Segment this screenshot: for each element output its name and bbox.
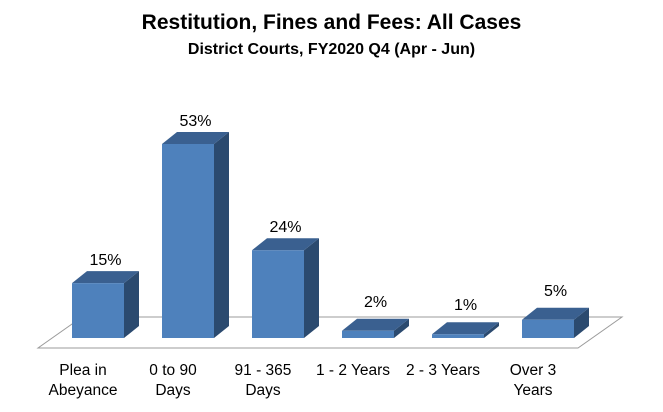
bar-top-face bbox=[162, 132, 229, 144]
category-label-line: Abeyance bbox=[48, 382, 118, 399]
bar-front-face bbox=[342, 330, 394, 338]
category-label-line: Days bbox=[155, 382, 191, 399]
category-label: Plea in Abeyance bbox=[36, 361, 130, 401]
category-label-line: Plea in bbox=[59, 362, 107, 379]
bar-side-face bbox=[574, 307, 589, 338]
bar-front-face bbox=[522, 319, 574, 338]
bar-top-face bbox=[342, 318, 409, 331]
bar-top-face bbox=[432, 322, 499, 335]
value-label: 24% bbox=[269, 219, 302, 237]
chart-subtitle: District Courts, FY2020 Q4 (Apr - Jun) bbox=[187, 41, 476, 58]
bar-side-face bbox=[484, 322, 499, 338]
bar-front-face bbox=[162, 144, 214, 338]
bar-side-face bbox=[304, 238, 319, 338]
category-label: 91 - 365 Days bbox=[216, 361, 310, 401]
category-label-line: 1 - 2 Years bbox=[315, 362, 391, 379]
category-label: Over 3 Years bbox=[486, 361, 580, 401]
chart-title: Restitution, Fines and Fees: All Cases bbox=[141, 11, 522, 34]
value-label: 15% bbox=[89, 252, 122, 270]
bar-top-face bbox=[522, 307, 589, 320]
bar-front-face bbox=[432, 334, 484, 338]
category-label-line: Days bbox=[245, 382, 281, 399]
value-label: 1% bbox=[453, 297, 478, 315]
bar-front-face bbox=[72, 283, 124, 338]
bar-top-face bbox=[72, 271, 139, 284]
bar-side-face bbox=[124, 271, 139, 338]
value-label: 2% bbox=[363, 293, 388, 311]
value-label: 5% bbox=[543, 282, 568, 300]
category-label-line: Over 3 bbox=[509, 362, 557, 379]
bar-front-face bbox=[252, 250, 304, 338]
value-label: 53% bbox=[179, 113, 212, 130]
bar-top-face bbox=[252, 238, 319, 251]
category-label-line: 2 - 3 Years bbox=[405, 362, 481, 379]
bar-side-face bbox=[214, 132, 229, 338]
category-label-line: 0 to 90 bbox=[149, 362, 197, 379]
category-label: 0 to 90 Days bbox=[126, 361, 220, 401]
category-label-line: Years bbox=[513, 382, 553, 399]
category-label-line: 91 - 365 bbox=[234, 362, 292, 379]
category-label: 2 - 3 Years bbox=[396, 361, 490, 381]
bar-side-face bbox=[394, 318, 409, 338]
category-label: 1 - 2 Years bbox=[306, 361, 400, 381]
